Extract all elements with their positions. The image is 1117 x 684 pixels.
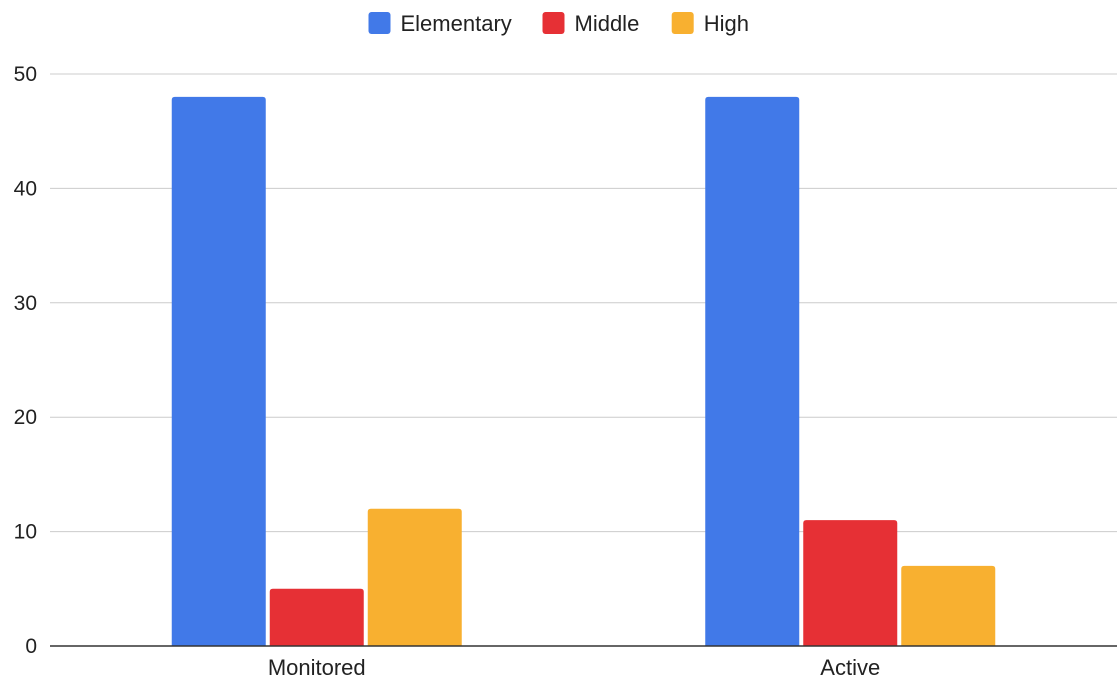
y-tick-label: 40 [14, 177, 37, 200]
y-tick-label: 0 [25, 635, 37, 658]
legend-label-middle: Middle [575, 11, 640, 36]
legend: Elementary Middle High [368, 11, 749, 36]
x-tick-label: Monitored [268, 655, 366, 679]
bar-high-monitored [367, 508, 462, 646]
legend-label-high: High [704, 11, 749, 36]
y-tick-label: 20 [14, 406, 37, 429]
bar-middle-active [803, 520, 898, 646]
bar-high-active [901, 565, 996, 646]
y-tick-label: 30 [14, 292, 37, 315]
x-tick-label: Active [820, 655, 880, 679]
axes: 0 10 20 30 40 50 Monitored Active [14, 63, 1117, 680]
bar-elementary-active [705, 96, 800, 646]
bar-elementary-monitored [171, 96, 266, 646]
legend-swatch-elementary [368, 12, 391, 34]
legend-swatch-middle [542, 12, 565, 34]
y-tick-label: 10 [14, 521, 37, 544]
bar-middle-monitored [269, 588, 364, 646]
legend-swatch-high [671, 12, 694, 34]
y-tick-label: 50 [14, 63, 37, 86]
bars [171, 96, 996, 646]
legend-label-elementary: Elementary [401, 11, 512, 36]
